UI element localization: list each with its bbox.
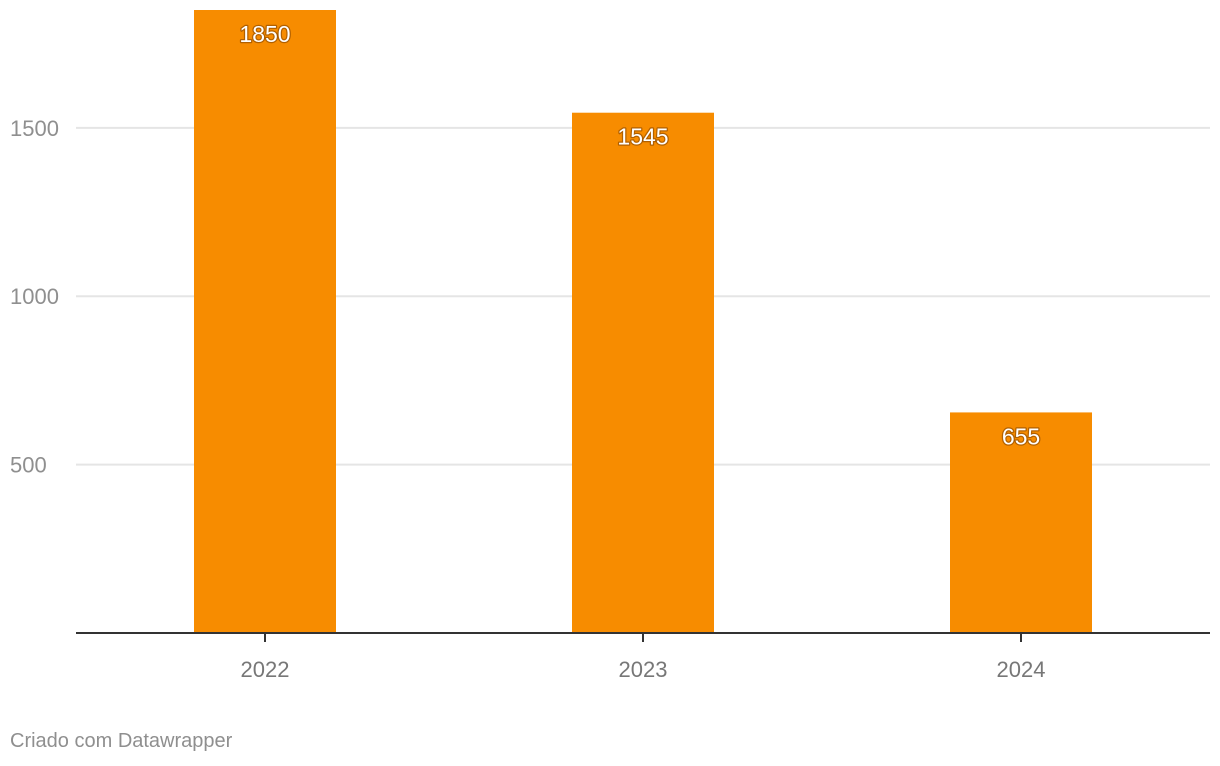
x-tick-label-2022: 2022	[241, 657, 290, 682]
value-label-2023: 1545	[617, 124, 668, 150]
bar-value-labels: 1850 1545 655	[238, 20, 1041, 451]
value-label-2022: 1850	[239, 21, 290, 47]
bar-2022	[194, 10, 336, 633]
y-axis-tick-labels: 500 1000 1500	[10, 116, 59, 478]
y-tick-label-500: 500	[10, 453, 47, 478]
bar-2024	[950, 412, 1092, 633]
bars	[194, 10, 1092, 633]
y-tick-label-1000: 1000	[10, 284, 59, 309]
datawrapper-credit: Criado com Datawrapper	[10, 730, 233, 752]
bar-2023	[572, 112, 714, 633]
x-axis-ticks: 2022 2023 2024	[241, 633, 1046, 682]
x-tick-label-2023: 2023	[619, 657, 668, 682]
bar-chart: 500 1000 1500 1850 1545 655 2022 2023 2024	[10, 10, 1210, 682]
y-tick-label-1500: 1500	[10, 116, 59, 141]
x-tick-label-2024: 2024	[997, 657, 1046, 682]
value-label-2024: 655	[1002, 423, 1040, 449]
